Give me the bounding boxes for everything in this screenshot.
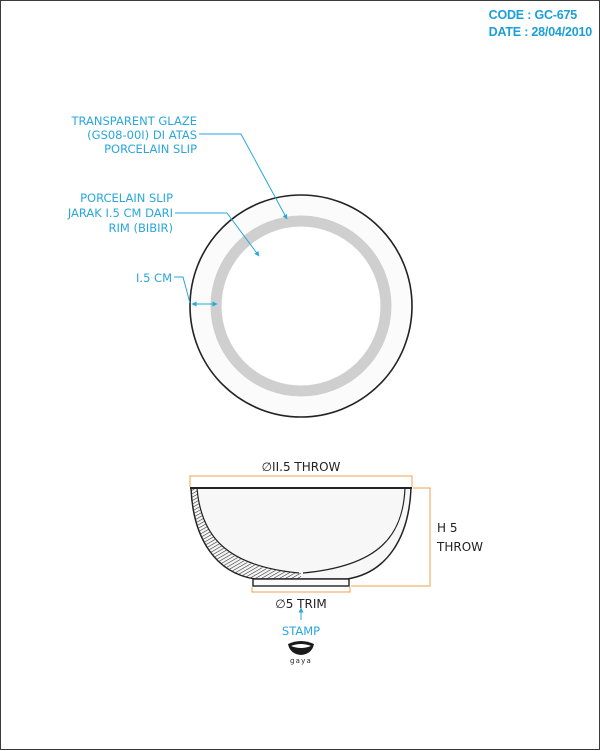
slip-callout: PORCELAIN SLIP JARAK I.5 CM DARI RIM (BI…	[67, 191, 260, 257]
glaze-callout: TRANSPARENT GLAZE (GS08-00I) DI ATAS POR…	[70, 114, 288, 220]
diameter-dimension-line	[189, 475, 413, 487]
band-width-leader	[174, 276, 191, 304]
foot-label: ∅5 TRIM	[275, 597, 326, 611]
product-code: CODE : GC-675	[488, 8, 578, 22]
foot-dimension: ∅5 TRIM	[251, 587, 351, 611]
gaya-logo-text: gaya	[290, 657, 312, 665]
side-view	[190, 487, 412, 587]
bowl-foot	[252, 578, 350, 587]
height-label-1: H 5	[437, 521, 457, 535]
slip-callout-line-3: RIM (BIBIR)	[109, 221, 174, 235]
glaze-callout-line-3: PORCELAIN SLIP	[104, 142, 197, 156]
top-view	[189, 194, 413, 418]
stamp-callout: STAMP	[282, 607, 320, 638]
bowl-wall-inner-left	[196, 487, 300, 574]
height-label-2: THROW	[436, 540, 483, 554]
gaya-logo-highlight	[291, 644, 311, 648]
height-dimension-line	[351, 487, 431, 587]
bowl-wall-inner-right	[302, 487, 406, 574]
glaze-leader-line	[199, 133, 288, 220]
title-block: CODE : GC-675 DATE : 28/04/2010	[488, 7, 593, 41]
stamp-label: STAMP	[282, 624, 320, 638]
band-width-label: I.5 CM	[136, 271, 172, 285]
diameter-dimension: ∅II.5 THROW	[189, 460, 413, 487]
slip-callout-line-2: JARAK I.5 CM DARI	[67, 206, 173, 220]
drawing-date: DATE : 28/04/2010	[488, 25, 593, 39]
bowl-interior	[222, 227, 380, 385]
height-dimension: H 5 THROW	[351, 487, 483, 587]
bowl-wall-hatch	[191, 488, 301, 579]
foot-dimension-line	[251, 587, 351, 593]
slip-callout-line-1: PORCELAIN SLIP	[80, 191, 173, 205]
gaya-logo: gaya	[288, 641, 314, 665]
glaze-callout-line-2: (GS08-00I) DI ATAS	[87, 128, 197, 142]
glaze-callout-line-1: TRANSPARENT GLAZE	[70, 114, 197, 128]
band-width-callout: I.5 CM	[136, 271, 218, 307]
slip-leader-line	[175, 212, 260, 257]
diameter-label: ∅II.5 THROW	[262, 460, 341, 474]
